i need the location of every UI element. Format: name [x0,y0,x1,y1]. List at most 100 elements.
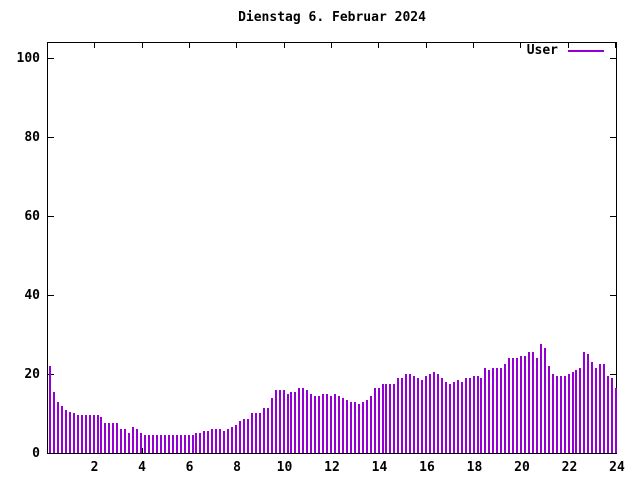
impulse-bar [572,372,574,453]
impulse-bar [184,435,186,453]
x-tick-label: 14 [371,460,388,475]
impulse-bar [322,394,324,453]
impulse-bar [465,378,467,453]
legend-line-sample [568,50,604,52]
impulse-bar [314,396,316,453]
impulse-bar [575,370,577,453]
impulse-bar [429,374,431,453]
impulse-bar [330,396,332,453]
impulse-bar [294,392,296,453]
y-tick-label: 0 [32,446,40,461]
impulse-bar [374,388,376,453]
impulse-bar [97,415,99,453]
impulse-bar [504,364,506,453]
y-tick-label: 20 [24,367,40,382]
impulse-bar [445,382,447,453]
impulse-bar [350,402,352,453]
impulse-bar [528,352,530,453]
impulse-bar [326,394,328,453]
impulse-bar [140,433,142,453]
impulse-bar [124,429,126,453]
impulse-bar [172,435,174,453]
impulse-bar [500,368,502,453]
impulse-bar [425,376,427,453]
impulse-bar [215,429,217,453]
impulse-bar [164,435,166,453]
impulse-bar [556,376,558,453]
impulse-bar [385,384,387,453]
impulse-bar [393,384,395,453]
impulse-bar [611,378,613,453]
impulse-bar [591,362,593,453]
impulse-bar [492,368,494,453]
x-tick-top [378,43,379,48]
impulse-bar [73,413,75,453]
impulse-bar [243,419,245,453]
impulse-bar [469,378,471,453]
impulse-bar [275,390,277,453]
impulse-bar [560,376,562,453]
impulse-bar [599,364,601,453]
impulse-bar [188,435,190,453]
impulse-bar [583,352,585,453]
y-tick-left [48,137,54,138]
impulse-bar [93,415,95,453]
impulse-bar [283,390,285,453]
y-tick-right [610,58,616,59]
impulse-bar [199,433,201,453]
impulse-bar [279,390,281,453]
impulse-bar [128,433,130,453]
impulse-bar [358,404,360,453]
impulse-bar [136,429,138,453]
impulse-bar [211,429,213,453]
impulse-bar [382,384,384,453]
impulse-bar [290,392,292,453]
impulse-bar [544,348,546,453]
impulse-bar [302,388,304,453]
impulse-bar [532,352,534,453]
x-tick-top [142,43,143,48]
x-tick-top [520,43,521,48]
impulse-bar [607,376,609,453]
y-tick-left [48,374,54,375]
impulse-bar [112,423,114,453]
y-tick-label: 60 [24,209,40,224]
y-tick-right [610,295,616,296]
impulse-bar [310,394,312,453]
x-tick-top [189,43,190,48]
impulse-bar [255,413,257,453]
x-tick-label: 18 [466,460,483,475]
y-tick-label: 80 [24,130,40,145]
impulse-bar [49,366,51,453]
impulse-bar [433,372,435,453]
impulse-bar [389,384,391,453]
x-tick-label: 22 [561,460,578,475]
impulse-bar [405,374,407,453]
impulse-bar [57,402,59,453]
impulse-bar [568,374,570,453]
impulse-bar [496,368,498,453]
x-tick-bottom [142,448,143,453]
legend: User [527,44,604,58]
impulse-bar [89,415,91,453]
impulse-bar [239,421,241,453]
impulse-bar [61,406,63,453]
impulse-bar [77,415,79,453]
impulse-bar [540,344,542,453]
impulse-bar [318,396,320,453]
impulse-bar [370,396,372,453]
x-tick-label: 12 [324,460,340,475]
impulse-bar [421,380,423,453]
x-tick-label: 2 [90,460,99,475]
y-tick-right [610,374,616,375]
impulse-bar [564,376,566,453]
plot-area: User [47,42,617,454]
impulse-bar [108,423,110,453]
impulse-bar [203,431,205,453]
impulse-bar [298,388,300,453]
x-tick-top [284,43,285,48]
impulse-bar [156,435,158,453]
impulse-bar [69,412,71,453]
impulse-bar [263,408,265,453]
